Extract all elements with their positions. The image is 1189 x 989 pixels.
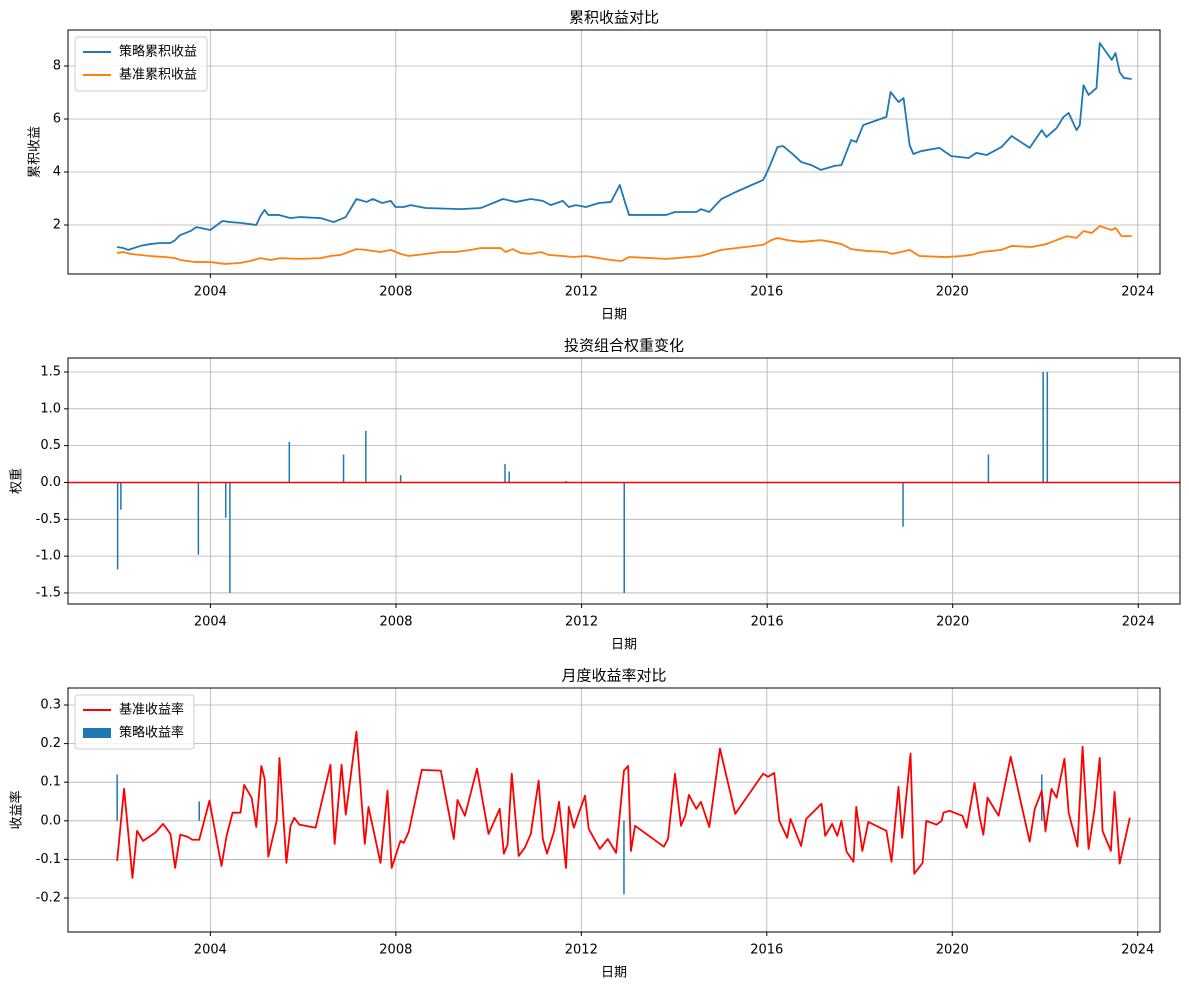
bar [116,774,118,821]
y-axis-label: 累积收益 [28,126,43,178]
line [116,225,1132,265]
y-tick-label: 1.0 [40,401,61,416]
y-tick-label: 2 [53,217,61,232]
x-axis-label: 日期 [601,308,627,323]
bar [623,482,625,593]
plot-area [116,730,1131,895]
legend-label: 策略累积收益 [119,44,197,60]
bar [229,482,231,593]
x-tick-label: 2016 [750,943,783,958]
axes-frame [67,687,1161,933]
bar [987,454,990,483]
legend-swatch [83,728,111,738]
y-axis-label: 权重 [9,468,25,494]
plot-area [116,42,1132,265]
y-tick-label: 8 [53,59,61,74]
bar [224,482,227,518]
axes-frame [67,357,1181,605]
y-tick-label: 0.0 [40,813,61,828]
y-tick-label: -1.5 [36,585,61,600]
chart-title: 月度收益率对比 [561,667,666,685]
x-axis-label: 日期 [611,638,637,653]
x-tick-label: 2020 [936,943,969,958]
bar [365,430,367,483]
legend-box [74,36,208,92]
x-tick-label: 2004 [194,285,227,300]
chart-title: 累积收益对比 [569,9,659,27]
x-tick-label: 2020 [936,615,969,630]
bar [504,464,506,483]
y-tick-label: -1.0 [36,549,61,564]
x-tick-label: 2008 [379,943,412,958]
y-tick-label: -0.2 [36,891,61,906]
legend-label: 策略收益率 [119,725,184,741]
bar [1042,371,1044,483]
x-tick-label: 2020 [936,285,969,300]
y-tick-label: 4 [53,165,61,180]
plot-area [116,371,1049,593]
x-tick-label: 2008 [379,285,412,300]
y-tick-label: 0.5 [40,438,61,453]
bar [116,482,119,570]
bar [1046,371,1049,483]
x-tick-label: 2024 [1122,615,1155,630]
y-tick-label: -0.1 [36,852,61,867]
bar [288,441,291,483]
y-tick-label: 6 [53,112,61,127]
bar [197,482,200,555]
legend-label: 基准累积收益 [119,68,197,83]
bar [342,454,345,483]
subplot: 2004 2008 2012 2016 2020 2024 -0.2 -0.1 0.0 0.1 0.… [9,667,1161,981]
y-tick-label: 0.0 [40,475,61,490]
bar [902,482,904,527]
bar [399,475,402,483]
axes-frame [67,29,1161,275]
y-axis-label: 收益率 [9,790,25,829]
y-tick-label: 0.3 [40,697,61,712]
line [116,42,1132,251]
x-tick-label: 2012 [565,943,598,958]
bar [198,801,200,821]
subplot: 2004 2008 2012 2016 2020 2024 1.5 1.0 0.5 0.0 -0.5… [9,337,1181,653]
x-tick-label: 2004 [194,943,227,958]
x-tick-label: 2012 [565,615,598,630]
x-tick-label: 2024 [1121,943,1154,958]
y-tick-label: -0.5 [36,512,61,527]
x-tick-label: 2016 [750,285,783,300]
y-tick-label: 0.2 [40,736,61,751]
chart-title: 投资组合权重变化 [564,337,684,355]
bar [120,482,122,510]
x-tick-label: 2012 [565,285,598,300]
y-tick-label: 1.5 [40,364,61,379]
line [116,730,1131,879]
x-tick-label: 2024 [1121,285,1154,300]
x-tick-label: 2008 [379,615,412,630]
x-tick-label: 2004 [194,615,227,630]
bar [508,471,510,483]
x-tick-label: 2016 [751,615,784,630]
x-axis-label: 日期 [601,966,627,981]
y-tick-label: 0.1 [40,775,61,790]
legend-label: 基准收益率 [119,702,184,718]
bar [623,820,625,895]
